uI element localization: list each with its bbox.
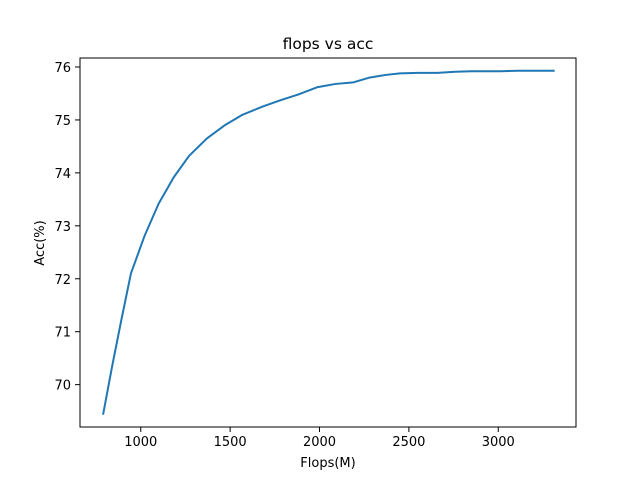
axes-frame — [79, 57, 577, 428]
y-tick-label: 76 — [54, 61, 71, 76]
x-axis-label: Flops(M) — [300, 456, 355, 471]
x-tick-label: 1000 — [124, 435, 157, 450]
x-tick-label: 3000 — [482, 435, 515, 450]
y-tick-label: 75 — [54, 114, 71, 129]
x-tick-label: 1500 — [214, 435, 247, 450]
series-line-0 — [102, 69, 555, 415]
x-tick-label: 2000 — [303, 435, 336, 450]
x-tick-label: 2500 — [392, 435, 425, 450]
y-tick-label: 73 — [54, 220, 71, 235]
plot-area: 1000 1500 2000 2500 3000 70 71 72 73 74 75 76 — [54, 57, 577, 450]
y-tick-label: 71 — [54, 326, 71, 341]
y-tick-label: 70 — [54, 379, 71, 394]
y-tick-label: 72 — [54, 273, 71, 288]
y-axis-label: Acc(%) — [33, 220, 48, 265]
y-tick-label: 74 — [54, 167, 71, 182]
chart-title: flops vs acc — [283, 35, 374, 53]
